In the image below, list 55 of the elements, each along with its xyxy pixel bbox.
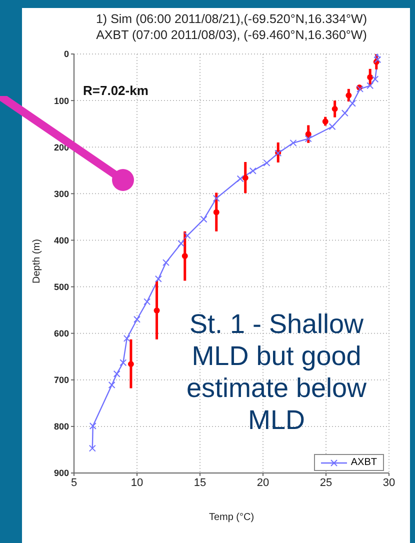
y-axis-title: Depth (m) [32, 239, 43, 284]
point [242, 174, 248, 181]
point [162, 259, 170, 266]
x-axis-title: Temp (°C) [208, 512, 254, 523]
point [372, 76, 379, 83]
point [144, 298, 151, 306]
y-tick-label: 700 [54, 375, 69, 386]
point [341, 110, 348, 117]
point [290, 139, 297, 146]
point [113, 370, 120, 378]
x-tick-label: 10 [130, 476, 144, 489]
point [332, 106, 338, 112]
point [154, 308, 160, 314]
annotation: R=7.02-km [83, 83, 148, 98]
point [108, 382, 116, 389]
x-tick-label: 30 [382, 476, 396, 489]
y-tick-label: 500 [54, 282, 69, 292]
annotation: St. 1 - Shallow MLD but good estimate below MLD [185, 308, 368, 436]
point [249, 167, 256, 174]
y-tick-label: 300 [54, 188, 69, 199]
point [178, 240, 185, 247]
point [328, 123, 336, 130]
point [236, 175, 244, 182]
y-tick-label: 400 [54, 235, 69, 246]
point [89, 422, 96, 430]
chart-title: 1) Sim (06:00 2011/08/21),(-69.520°N,16.334°W) [94, 11, 368, 27]
x-tick-label: 5 [70, 476, 78, 489]
point [263, 159, 270, 166]
point [182, 253, 188, 260]
point [348, 100, 356, 107]
y-tick-label: 100 [54, 96, 69, 106]
y-tick-label: 600 [54, 328, 69, 339]
legend-label: AXBT [350, 457, 377, 468]
point [304, 135, 312, 142]
point [212, 194, 220, 202]
point [88, 444, 96, 452]
point [134, 316, 140, 323]
point [184, 232, 191, 240]
point [120, 359, 127, 366]
x-tick-label: 15 [194, 476, 206, 489]
point [366, 82, 374, 90]
point [305, 131, 312, 138]
point [213, 209, 220, 216]
point [128, 361, 134, 368]
x-tick-label: 25 [320, 476, 332, 489]
point [154, 275, 162, 282]
y-tick-label: 0 [64, 49, 69, 60]
y-tick-label: 900 [54, 468, 69, 478]
point [200, 216, 208, 223]
x-tick-label: 20 [256, 476, 270, 489]
point [346, 92, 352, 98]
chart-subtitle: AXBT (07:00 2011/08/03), (-69.460°N,16.360°W) [95, 27, 368, 43]
point [367, 74, 374, 80]
y-tick-label: 800 [54, 422, 69, 432]
point [123, 334, 130, 342]
